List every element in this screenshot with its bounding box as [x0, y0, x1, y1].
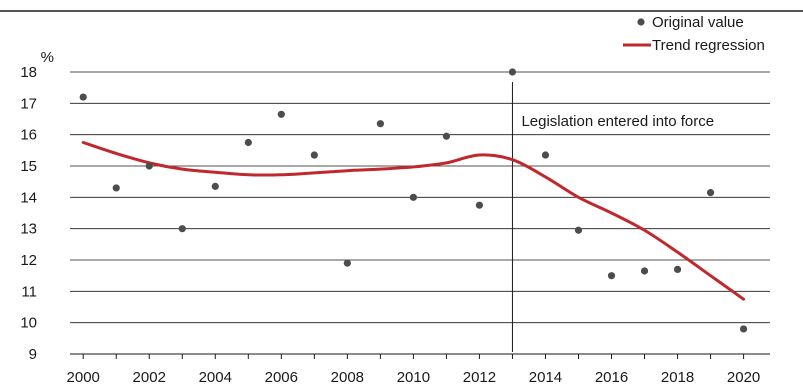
legend-label: Original value [652, 14, 744, 31]
x-tick-label: 2008 [331, 369, 364, 385]
data-point [607, 272, 616, 280]
data-point [640, 267, 649, 275]
data-point [244, 138, 252, 147]
y-tick-label: 17 [20, 95, 37, 112]
y-tick-label: 15 [20, 158, 37, 175]
x-tick-label: 2000 [67, 369, 100, 385]
data-point [739, 325, 748, 333]
x-tick-label: 2018 [661, 369, 694, 385]
x-tick-label: 2006 [265, 369, 298, 385]
data-point [409, 193, 417, 201]
x-tick-label: 2012 [463, 369, 496, 385]
annotations: Legislation entered into force [511, 82, 714, 352]
data-point [541, 151, 550, 159]
data-point [343, 259, 351, 267]
y-tick-label: 18 [20, 64, 37, 81]
x-tick-label: 2010 [397, 369, 430, 385]
y-axis-label: % [41, 49, 54, 66]
y-tick-label: 10 [20, 315, 37, 332]
data-point [178, 225, 186, 233]
x-tick-label: 2002 [133, 369, 166, 385]
y-tick-label: 12 [20, 252, 37, 269]
y-tick-label: 9 [29, 346, 37, 363]
legend-swatch-dot [637, 18, 645, 26]
x-tick-label: 2016 [595, 369, 628, 385]
data-point [310, 151, 318, 159]
y-tick-label: 14 [20, 189, 37, 206]
data-point [79, 93, 87, 101]
y-tick-label: 13 [20, 221, 37, 238]
x-tick-label: 2004 [199, 369, 232, 385]
data-point [574, 226, 583, 234]
data-point [145, 162, 153, 170]
legend-label: Trend regression [652, 37, 765, 54]
series-points [79, 68, 748, 333]
data-point [211, 182, 219, 190]
data-point [673, 265, 682, 273]
trend-regression-line [81, 141, 746, 301]
data-point [508, 68, 517, 76]
data-point [475, 201, 484, 209]
y-tick-label: 11 [21, 283, 37, 300]
axes: 9 10 11 12 13 14 15 16 17 18 2000 2002 2004 2006 2008 2… [20, 64, 770, 385]
legend: Original value Trend regression [623, 14, 765, 54]
series-lines [81, 141, 746, 301]
data-point [277, 110, 285, 118]
data-point [376, 120, 384, 128]
legislation-annotation: Legislation entered into force [521, 113, 714, 130]
data-point [112, 184, 120, 192]
x-tick-label: 2014 [529, 369, 562, 385]
y-tick-label: 16 [20, 127, 37, 144]
grid [70, 71, 770, 324]
data-point [706, 189, 715, 197]
data-point [442, 132, 451, 140]
x-tick-label: 2020 [727, 369, 760, 385]
